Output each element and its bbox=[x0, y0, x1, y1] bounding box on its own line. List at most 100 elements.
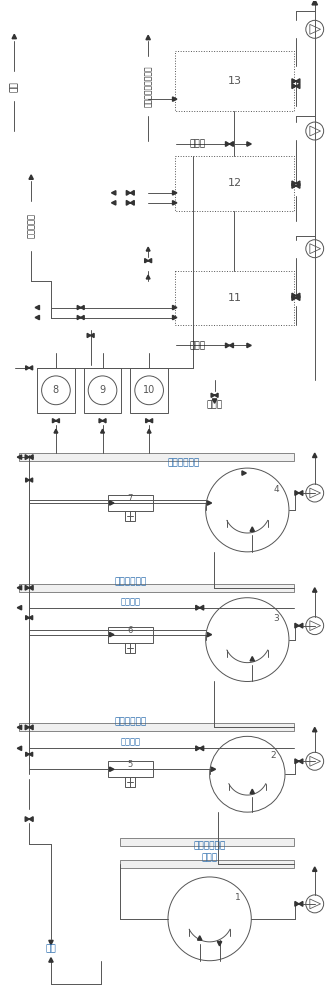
Polygon shape bbox=[172, 191, 177, 195]
Polygon shape bbox=[35, 305, 39, 310]
Bar bbox=[125, 511, 135, 521]
Polygon shape bbox=[147, 429, 151, 433]
Polygon shape bbox=[26, 752, 33, 756]
Text: 5: 5 bbox=[128, 760, 133, 769]
Polygon shape bbox=[292, 79, 300, 84]
Polygon shape bbox=[26, 366, 33, 370]
Polygon shape bbox=[198, 936, 202, 940]
Polygon shape bbox=[250, 527, 255, 531]
Bar bbox=[19, 723, 294, 731]
Text: 一级反应物料: 一级反应物料 bbox=[114, 717, 146, 726]
Polygon shape bbox=[312, 0, 317, 5]
Polygon shape bbox=[17, 725, 22, 730]
Text: 氯化氢气体: 氯化氢气体 bbox=[26, 213, 36, 238]
Polygon shape bbox=[196, 746, 204, 751]
Polygon shape bbox=[250, 789, 255, 794]
Polygon shape bbox=[146, 419, 153, 423]
Polygon shape bbox=[146, 275, 150, 279]
Bar bbox=[125, 777, 135, 787]
Polygon shape bbox=[250, 657, 255, 661]
Polygon shape bbox=[145, 259, 152, 263]
Bar bbox=[108, 627, 153, 643]
Polygon shape bbox=[292, 183, 300, 188]
Bar bbox=[84, 368, 121, 413]
Polygon shape bbox=[29, 175, 33, 179]
Polygon shape bbox=[225, 343, 233, 348]
Polygon shape bbox=[126, 190, 134, 195]
Polygon shape bbox=[196, 605, 204, 610]
Bar bbox=[125, 643, 135, 653]
Bar bbox=[130, 368, 168, 413]
Bar bbox=[19, 584, 294, 592]
Polygon shape bbox=[225, 142, 233, 146]
Text: 13: 13 bbox=[227, 76, 241, 86]
Bar bbox=[108, 761, 153, 777]
Text: 二级尾气: 二级尾气 bbox=[120, 597, 140, 606]
Polygon shape bbox=[17, 606, 22, 610]
Polygon shape bbox=[126, 200, 134, 205]
Polygon shape bbox=[247, 343, 251, 348]
Text: 打浆料: 打浆料 bbox=[202, 854, 218, 863]
Bar bbox=[175, 51, 294, 111]
Polygon shape bbox=[172, 201, 177, 205]
Polygon shape bbox=[110, 501, 114, 505]
Bar bbox=[37, 368, 75, 413]
Bar bbox=[175, 271, 294, 325]
Polygon shape bbox=[292, 296, 300, 300]
Polygon shape bbox=[292, 84, 300, 89]
Polygon shape bbox=[217, 941, 222, 946]
Text: 产品: 产品 bbox=[10, 81, 19, 92]
Polygon shape bbox=[101, 429, 105, 433]
Polygon shape bbox=[112, 191, 116, 195]
Polygon shape bbox=[77, 315, 84, 320]
Polygon shape bbox=[312, 588, 317, 592]
Text: 7: 7 bbox=[128, 494, 133, 503]
Polygon shape bbox=[99, 419, 106, 423]
Text: 12: 12 bbox=[227, 178, 242, 188]
Polygon shape bbox=[112, 201, 116, 205]
Text: 3: 3 bbox=[273, 614, 279, 623]
Text: 6: 6 bbox=[128, 626, 133, 635]
Polygon shape bbox=[295, 901, 303, 906]
Bar bbox=[108, 495, 153, 511]
Text: 三级反应物料: 三级反应物料 bbox=[167, 459, 200, 468]
Polygon shape bbox=[312, 453, 317, 458]
Text: 一级尾气: 一级尾气 bbox=[120, 738, 140, 747]
Text: 一级反应物料: 一级反应物料 bbox=[194, 842, 226, 851]
Text: 氯气: 氯气 bbox=[46, 944, 56, 953]
Text: 8: 8 bbox=[53, 385, 59, 395]
Polygon shape bbox=[25, 585, 33, 590]
Polygon shape bbox=[110, 632, 114, 637]
Polygon shape bbox=[17, 746, 22, 751]
Polygon shape bbox=[295, 491, 303, 495]
Polygon shape bbox=[295, 759, 303, 764]
Bar bbox=[19, 453, 294, 461]
Polygon shape bbox=[292, 181, 300, 186]
Polygon shape bbox=[49, 958, 53, 962]
Polygon shape bbox=[211, 393, 218, 397]
Polygon shape bbox=[146, 35, 150, 40]
Polygon shape bbox=[25, 817, 33, 822]
Text: 10: 10 bbox=[143, 385, 155, 395]
Polygon shape bbox=[295, 623, 303, 628]
Polygon shape bbox=[292, 293, 300, 298]
Bar bbox=[175, 156, 294, 211]
Bar bbox=[120, 860, 294, 868]
Text: 9: 9 bbox=[100, 385, 106, 395]
Text: 鼓空气: 鼓空气 bbox=[190, 341, 206, 350]
Polygon shape bbox=[12, 34, 17, 39]
Text: 鼓空气: 鼓空气 bbox=[207, 401, 223, 410]
Polygon shape bbox=[146, 247, 150, 251]
Polygon shape bbox=[207, 632, 212, 637]
Polygon shape bbox=[17, 586, 22, 590]
Polygon shape bbox=[26, 616, 33, 620]
Polygon shape bbox=[207, 501, 212, 505]
Polygon shape bbox=[17, 455, 22, 459]
Polygon shape bbox=[25, 455, 33, 460]
Polygon shape bbox=[35, 315, 39, 320]
Polygon shape bbox=[312, 727, 317, 732]
Polygon shape bbox=[87, 333, 94, 338]
Text: 鼓空气: 鼓空气 bbox=[190, 139, 206, 148]
Polygon shape bbox=[211, 767, 215, 771]
Polygon shape bbox=[77, 305, 84, 310]
